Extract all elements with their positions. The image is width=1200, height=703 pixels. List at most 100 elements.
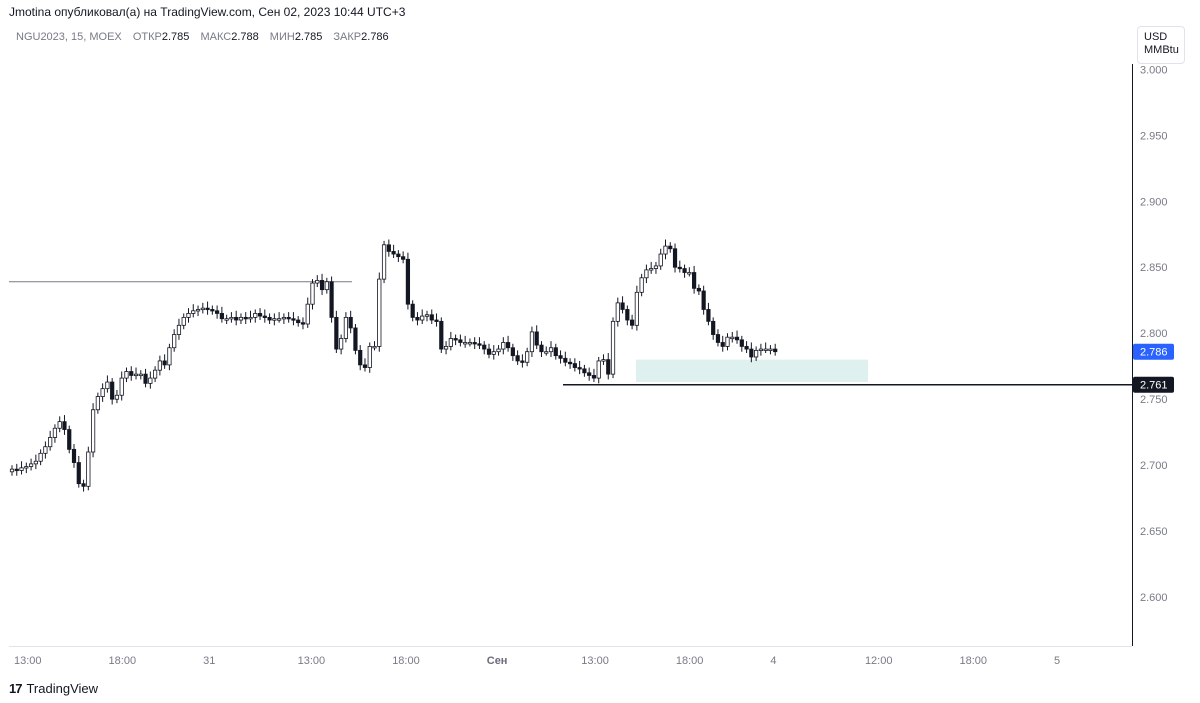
last-price-badge-text: 2.786 xyxy=(1140,347,1168,359)
candle-body xyxy=(358,349,363,366)
candle-body xyxy=(739,339,744,347)
candle-body xyxy=(701,290,706,310)
candle xyxy=(706,302,711,326)
candle xyxy=(467,338,473,347)
candle xyxy=(658,248,663,270)
candle xyxy=(243,312,248,324)
candle xyxy=(663,239,668,260)
candle xyxy=(553,343,558,360)
candle xyxy=(238,313,244,324)
candle xyxy=(291,312,296,326)
candle xyxy=(672,243,678,273)
candle xyxy=(262,309,267,323)
candle-body xyxy=(176,324,182,335)
candle-body xyxy=(76,462,81,485)
candle-body xyxy=(601,359,606,362)
candle-body xyxy=(315,280,320,284)
candle xyxy=(501,337,506,355)
time-tick-label: 18:00 xyxy=(676,655,704,667)
candle-body xyxy=(215,310,220,314)
candle-body xyxy=(253,313,258,318)
candle-body xyxy=(367,346,372,368)
candle-body xyxy=(90,409,96,453)
candle-body xyxy=(658,253,663,267)
candle-body xyxy=(372,346,377,349)
candle xyxy=(630,314,635,330)
candle xyxy=(90,403,96,458)
candle xyxy=(148,371,153,389)
candle xyxy=(272,313,277,326)
price-tick-label: 2.600 xyxy=(1140,592,1168,604)
candle-body xyxy=(33,460,38,465)
candle-body xyxy=(71,448,77,463)
candle-body xyxy=(696,287,701,292)
candle xyxy=(281,313,286,324)
candle-body xyxy=(267,316,272,321)
candle-body xyxy=(505,342,511,349)
candle xyxy=(439,317,444,354)
candle-body xyxy=(138,373,143,377)
tradingview-logo-icon: 17 xyxy=(9,681,23,696)
candle xyxy=(377,272,382,352)
candle xyxy=(496,345,501,356)
candle xyxy=(9,465,15,476)
candle xyxy=(229,312,234,323)
candle xyxy=(219,306,224,323)
candle-body xyxy=(443,346,449,350)
tradingview-brand: TradingView xyxy=(26,681,99,696)
candle-body xyxy=(391,251,396,255)
candle xyxy=(529,326,535,357)
candle xyxy=(267,313,272,324)
candle-body xyxy=(534,331,539,346)
legend-low-label: МИН xyxy=(269,31,295,43)
candle-body xyxy=(329,281,334,318)
candle-body xyxy=(439,320,444,350)
candle xyxy=(124,367,129,383)
candle-body xyxy=(110,381,115,400)
candle xyxy=(24,462,29,474)
legend-open-label: ОТКР xyxy=(132,31,162,43)
tradingview-logo[interactable]: 17 TradingView xyxy=(9,681,98,696)
candle-body xyxy=(200,307,205,311)
candle xyxy=(48,430,53,451)
last-price-badge-bg xyxy=(1133,343,1174,360)
candle xyxy=(305,297,310,328)
candle xyxy=(157,355,162,376)
candle-body xyxy=(758,348,763,351)
candle xyxy=(248,310,253,323)
candle xyxy=(544,346,549,356)
candle xyxy=(443,341,449,355)
candle-body xyxy=(300,322,306,325)
candle xyxy=(401,251,406,264)
price-tick-label: 2.800 xyxy=(1140,328,1168,340)
candle-body xyxy=(467,342,473,345)
legend-high-label: МАКС xyxy=(200,31,232,43)
candle xyxy=(505,335,511,352)
candle xyxy=(319,273,325,295)
candle xyxy=(339,334,344,355)
candle-body xyxy=(277,318,282,321)
candle-body xyxy=(553,347,558,357)
candle-body xyxy=(491,351,496,355)
candle xyxy=(296,316,301,327)
currency-unit-button[interactable]: USD MMBtu xyxy=(1137,26,1185,64)
candle-body xyxy=(486,348,492,355)
candle-body xyxy=(730,336,735,340)
candle-body xyxy=(124,371,129,379)
candle xyxy=(615,297,620,327)
candle xyxy=(415,312,420,326)
candle xyxy=(105,375,110,393)
candle xyxy=(257,308,263,321)
candle xyxy=(38,449,43,466)
candle xyxy=(692,265,697,294)
candle-body xyxy=(453,338,458,341)
candle xyxy=(110,378,115,405)
demand-zone[interactable] xyxy=(636,359,868,383)
time-tick-label: 18:00 xyxy=(109,655,137,667)
candle-body xyxy=(711,320,716,335)
candle xyxy=(582,364,587,377)
unit-label: MMBtu xyxy=(1144,44,1179,56)
candle xyxy=(548,341,554,357)
candle-body xyxy=(348,316,353,329)
